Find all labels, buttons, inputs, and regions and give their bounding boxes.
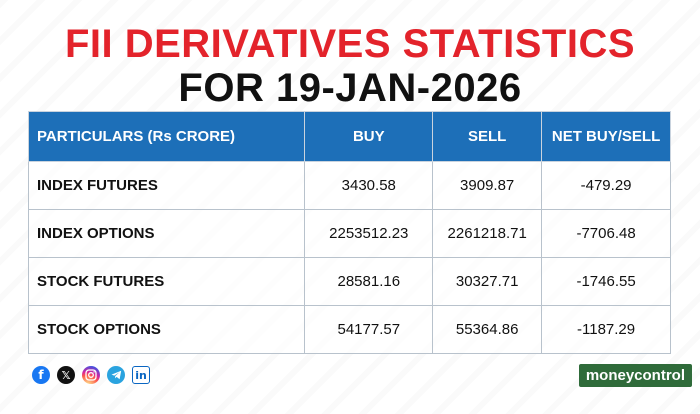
table-header-row: PARTICULARS (Rs CRORE) BUY SELL NET BUY/… bbox=[27, 111, 671, 162]
row-buy: 2253512.23 bbox=[304, 209, 434, 258]
x-icon[interactable]: 𝕏 bbox=[57, 366, 75, 384]
row-net: -7706.48 bbox=[541, 209, 671, 258]
row-sell: 30327.71 bbox=[432, 257, 543, 306]
row-particulars: STOCK OPTIONS bbox=[27, 305, 306, 354]
row-net: -1187.29 bbox=[541, 305, 671, 354]
header-buy: BUY bbox=[304, 111, 434, 162]
facebook-icon[interactable]: f bbox=[32, 366, 50, 384]
row-net: -479.29 bbox=[541, 161, 671, 210]
header-net-buy-sell: NET BUY/SELL bbox=[541, 111, 671, 162]
table-row: INDEX FUTURES 3430.58 3909.87 -479.29 bbox=[27, 161, 671, 210]
page-title: FII DERIVATIVES STATISTICS bbox=[64, 22, 636, 66]
table-row: STOCK FUTURES 28581.16 30327.71 -1746.55 bbox=[27, 257, 671, 306]
row-buy: 54177.57 bbox=[304, 305, 434, 354]
derivatives-table: PARTICULARS (Rs CRORE) BUY SELL NET BUY/… bbox=[27, 111, 671, 354]
header-sell: SELL bbox=[432, 111, 543, 162]
row-sell: 55364.86 bbox=[432, 305, 543, 354]
page-subtitle-date: FOR 19-JAN-2026 bbox=[178, 66, 522, 110]
row-particulars: INDEX OPTIONS bbox=[27, 209, 306, 258]
social-links: f 𝕏 in bbox=[32, 366, 150, 384]
linkedin-icon[interactable]: in bbox=[132, 366, 150, 384]
header-particulars: PARTICULARS (Rs CRORE) bbox=[27, 111, 306, 162]
row-sell: 2261218.71 bbox=[432, 209, 543, 258]
moneycontrol-logo: moneycontrol bbox=[578, 364, 692, 387]
table-row: STOCK OPTIONS 54177.57 55364.86 -1187.29 bbox=[27, 305, 671, 354]
row-buy: 3430.58 bbox=[304, 161, 434, 210]
row-buy: 28581.16 bbox=[304, 257, 434, 306]
row-net: -1746.55 bbox=[541, 257, 671, 306]
instagram-icon[interactable] bbox=[82, 366, 100, 384]
row-sell: 3909.87 bbox=[432, 161, 543, 210]
row-particulars: INDEX FUTURES bbox=[27, 161, 306, 210]
row-particulars: STOCK FUTURES bbox=[27, 257, 306, 306]
table-row: INDEX OPTIONS 2253512.23 2261218.71 -770… bbox=[27, 209, 671, 258]
telegram-icon[interactable] bbox=[107, 366, 125, 384]
